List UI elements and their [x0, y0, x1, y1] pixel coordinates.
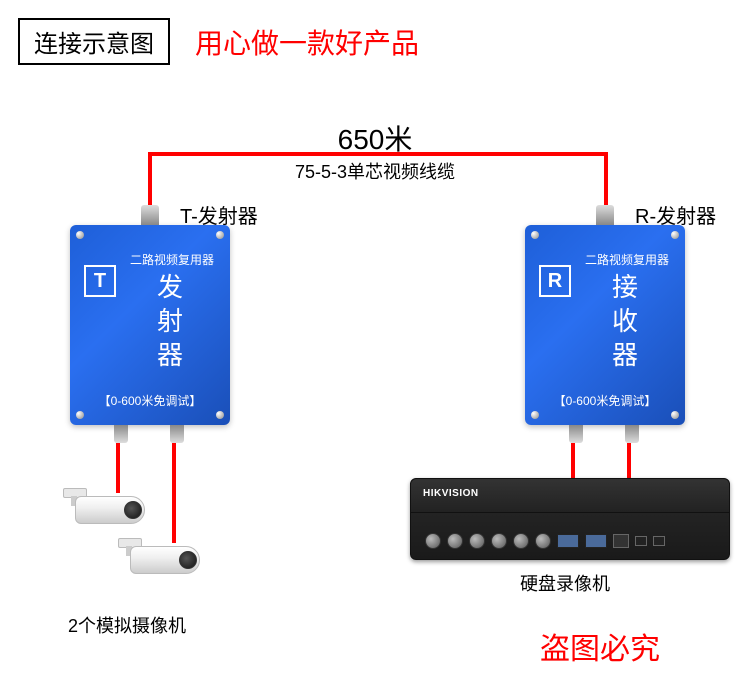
ethernet-port-icon	[613, 534, 629, 548]
dvr-brand-label: HIKVISION	[423, 488, 479, 499]
bnc-connector-icon	[114, 425, 128, 443]
bnc-port-icon	[425, 533, 441, 549]
cameras-label: 2个模拟摄像机	[68, 612, 186, 638]
cable-right-drop	[604, 152, 608, 210]
bnc-port-icon	[491, 533, 507, 549]
screw-icon	[216, 411, 224, 419]
dvr-cable-line	[571, 443, 575, 478]
dvr-label: 硬盘录像机	[520, 570, 610, 596]
screw-icon	[76, 411, 84, 419]
device-letter: T	[84, 265, 116, 297]
cable-top-line	[148, 152, 608, 156]
usb-port-icon	[653, 536, 665, 546]
vga-port-icon	[557, 534, 579, 548]
camera-icon	[110, 538, 210, 588]
bnc-port-icon	[447, 533, 463, 549]
slogan-text: 用心做一款好产品	[195, 22, 419, 62]
diagram-title-box: 连接示意图	[18, 18, 170, 65]
dvr-ports-row	[425, 533, 665, 549]
camera-cable-line	[116, 443, 120, 493]
screw-icon	[216, 231, 224, 239]
transmitter-device: T 二路视频复用器 发 射 器 【0-600米免调试】	[70, 225, 230, 425]
bnc-connector-icon	[625, 425, 639, 443]
device-range-label: 【0-600米免调试】	[70, 392, 230, 409]
screw-icon	[671, 231, 679, 239]
screw-icon	[531, 411, 539, 419]
bnc-connector-icon	[569, 425, 583, 443]
device-main-label: 接 收 器	[577, 271, 677, 372]
bnc-port-icon	[469, 533, 485, 549]
camera-cable-line	[172, 443, 176, 543]
device-range-label: 【0-600米免调试】	[525, 392, 685, 409]
device-letter: R	[539, 265, 571, 297]
usb-port-icon	[635, 536, 647, 546]
receiver-device: R 二路视频复用器 接 收 器 【0-600米免调试】	[525, 225, 685, 425]
device-product-line: 二路视频复用器	[122, 251, 222, 268]
device-main-label: 发 射 器	[122, 271, 222, 372]
dvr-device: HIKVISION	[410, 478, 730, 560]
screw-icon	[531, 231, 539, 239]
bnc-port-icon	[535, 533, 551, 549]
screw-icon	[671, 411, 679, 419]
bnc-port-icon	[513, 533, 529, 549]
dvr-cable-line	[627, 443, 631, 478]
bnc-connector-icon	[141, 205, 159, 225]
watermark-text: 盗图必究	[540, 624, 660, 668]
cable-left-drop	[148, 152, 152, 210]
hdmi-port-icon	[585, 534, 607, 548]
screw-icon	[76, 231, 84, 239]
bnc-connector-icon	[170, 425, 184, 443]
camera-icon	[55, 488, 155, 538]
cable-spec-label: 75-5-3单芯视频线缆	[0, 158, 750, 184]
bnc-connector-icon	[596, 205, 614, 225]
device-product-line: 二路视频复用器	[577, 251, 677, 268]
